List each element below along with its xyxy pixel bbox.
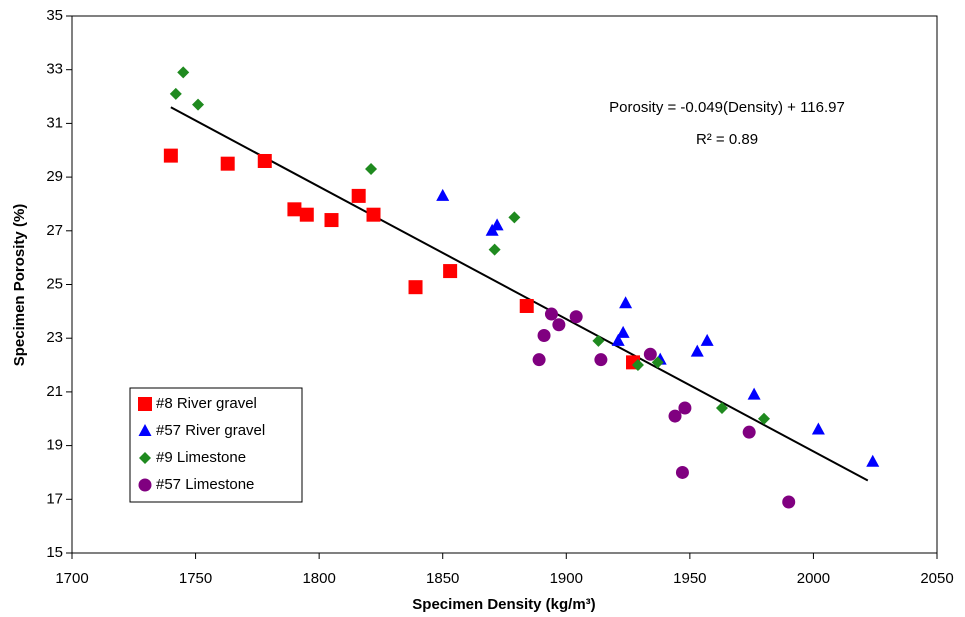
point <box>299 207 314 222</box>
x-tick-label: 1800 <box>302 570 335 587</box>
point <box>690 344 704 357</box>
point <box>366 207 381 222</box>
point <box>616 325 630 338</box>
equation: Porosity = -0.049(Density) + 116.97 <box>609 99 845 116</box>
y-tick-label: 27 <box>46 222 63 239</box>
x-tick-label: 1750 <box>179 570 212 587</box>
legend-marker <box>139 452 151 464</box>
point <box>163 148 178 163</box>
point <box>532 353 546 367</box>
point <box>611 333 625 346</box>
point <box>537 329 551 343</box>
point <box>675 465 689 479</box>
x-tick-label: 1700 <box>55 570 88 587</box>
point <box>700 333 714 346</box>
point <box>324 213 339 228</box>
y-axis-label: Specimen Porosity (%) <box>11 204 28 367</box>
point <box>592 334 605 347</box>
x-axis-label: Specimen Density (kg/m³) <box>412 596 595 613</box>
point <box>619 296 633 309</box>
point <box>192 98 205 111</box>
y-tick-label: 29 <box>46 168 63 185</box>
point <box>569 310 583 324</box>
legend-marker <box>138 478 152 492</box>
x-tick-label: 1900 <box>550 570 583 587</box>
point <box>594 353 608 367</box>
legend-marker <box>138 424 152 436</box>
legend-label: #57 Limestone <box>156 476 254 493</box>
y-tick-label: 31 <box>46 114 63 131</box>
trendline <box>170 106 869 482</box>
point <box>651 356 664 369</box>
legend-label: #57 River gravel <box>156 422 265 439</box>
point <box>866 454 880 467</box>
y-tick-label: 15 <box>46 544 63 561</box>
y-tick-label: 21 <box>46 383 63 400</box>
point <box>782 495 796 509</box>
point <box>668 409 682 423</box>
y-tick-label: 19 <box>46 437 63 454</box>
point <box>643 347 657 361</box>
point <box>544 307 558 321</box>
x-tick-label: 2000 <box>797 570 830 587</box>
legend <box>129 387 303 503</box>
point <box>552 318 566 332</box>
point <box>715 402 728 415</box>
point <box>408 280 423 295</box>
y-tick-label: 33 <box>46 61 63 78</box>
y-tick-label: 23 <box>46 329 63 346</box>
y-tick-label: 17 <box>46 490 63 507</box>
point <box>678 401 692 415</box>
legend-label: #8 River gravel <box>156 395 257 412</box>
legend-label: #9 Limestone <box>156 449 246 466</box>
r-squared: R² = 0.89 <box>696 131 758 148</box>
point <box>519 298 534 313</box>
point <box>220 156 235 171</box>
x-tick-label: 1950 <box>673 570 706 587</box>
point <box>508 211 521 224</box>
point <box>758 412 770 425</box>
point <box>169 87 182 100</box>
point <box>631 359 644 372</box>
point <box>257 153 272 168</box>
point <box>747 387 761 400</box>
point <box>742 425 756 439</box>
x-tick-label: 2050 <box>920 570 953 587</box>
x-tick-label: 1850 <box>426 570 459 587</box>
point <box>811 422 825 435</box>
point <box>287 202 302 217</box>
y-tick-label: 35 <box>46 7 63 24</box>
point <box>488 243 501 256</box>
point <box>443 264 458 279</box>
point <box>365 163 378 176</box>
point <box>436 188 450 201</box>
y-tick-label: 25 <box>46 275 63 292</box>
point <box>351 188 366 203</box>
legend-marker <box>138 397 152 411</box>
point <box>490 218 504 231</box>
point <box>177 66 190 79</box>
